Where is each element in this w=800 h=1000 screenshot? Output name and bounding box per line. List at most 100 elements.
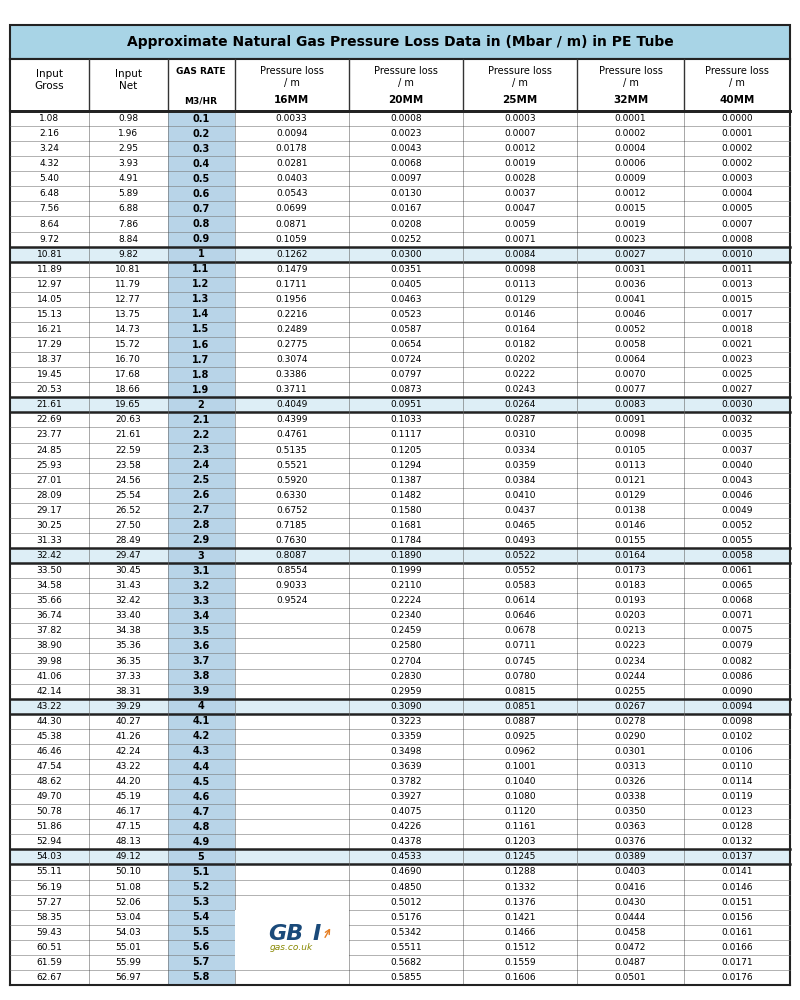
Text: 32.42: 32.42 [37,551,62,560]
Text: 56.97: 56.97 [115,973,141,982]
Bar [10,533,790,548]
Text: 0.0130: 0.0130 [390,189,422,198]
Bar [10,307,790,322]
Text: 1.2: 1.2 [193,279,210,289]
Text: / m: / m [512,78,528,88]
Text: 0.0032: 0.0032 [721,415,753,424]
Text: 0.0013: 0.0013 [721,280,753,289]
Text: 0.0137: 0.0137 [721,852,753,861]
Text: 1.9: 1.9 [193,385,210,395]
Text: 0.0458: 0.0458 [614,928,646,937]
Bar [167,789,234,804]
Text: 0.0313: 0.0313 [614,762,646,771]
Text: 16.21: 16.21 [37,325,62,334]
Bar [167,397,234,412]
Text: 0.0001: 0.0001 [721,129,753,138]
Text: 0.2830: 0.2830 [390,672,422,681]
Bar [10,171,790,186]
Bar [10,729,790,744]
Text: 0.3639: 0.3639 [390,762,422,771]
Text: 23.58: 23.58 [115,461,141,470]
Text: 0.1512: 0.1512 [505,943,536,952]
Bar [10,427,790,443]
Text: 0.0061: 0.0061 [721,566,753,575]
Bar [10,473,790,488]
Text: 4.91: 4.91 [118,174,138,183]
Text: Approximate Natural Gas Pressure Loss Data in (Mbar / m) in PE Tube: Approximate Natural Gas Pressure Loss Da… [126,35,674,49]
Text: 29.17: 29.17 [37,506,62,515]
Bar [10,186,790,201]
Text: 0.0176: 0.0176 [721,973,753,982]
Text: 0.2459: 0.2459 [390,626,422,635]
Bar [167,864,234,880]
Text: 0.0077: 0.0077 [614,385,646,394]
Text: 51.08: 51.08 [115,883,141,892]
Bar [167,292,234,307]
Text: 0.0463: 0.0463 [390,295,422,304]
Text: 5.7: 5.7 [193,957,210,967]
Text: 0.0023: 0.0023 [721,355,753,364]
Text: 7.56: 7.56 [39,204,59,213]
Text: 2: 2 [198,400,205,410]
Text: 0.6752: 0.6752 [276,506,307,515]
Text: 0.0173: 0.0173 [614,566,646,575]
Text: 0.0068: 0.0068 [721,596,753,605]
Text: 0.0138: 0.0138 [614,506,646,515]
Text: 0.0129: 0.0129 [505,295,536,304]
Bar [167,186,234,201]
Text: 0.0203: 0.0203 [614,611,646,620]
Text: 0.1482: 0.1482 [390,491,422,500]
Text: 0.0146: 0.0146 [505,310,536,319]
Text: 44.20: 44.20 [115,777,141,786]
FancyArrowPatch shape [325,930,330,937]
Bar [10,970,790,985]
Text: 35.66: 35.66 [37,596,62,605]
Text: 25.93: 25.93 [37,461,62,470]
Text: 0.4378: 0.4378 [390,837,422,846]
Bar [167,895,234,910]
Text: 3.6: 3.6 [193,641,210,651]
Text: 0.0090: 0.0090 [721,687,753,696]
Bar [10,59,790,111]
Text: 0.0017: 0.0017 [721,310,753,319]
Text: 3.3: 3.3 [193,596,210,606]
Text: 0.0084: 0.0084 [505,250,536,259]
Text: 0.0021: 0.0021 [721,340,753,349]
Bar [167,216,234,232]
Text: 0.0222: 0.0222 [505,370,536,379]
Bar [10,126,790,141]
Text: 0.2775: 0.2775 [276,340,307,349]
Text: 0.1421: 0.1421 [505,913,536,922]
Text: 38.90: 38.90 [37,641,62,650]
Text: 0.0166: 0.0166 [721,943,753,952]
Bar [167,518,234,533]
Text: 0.0037: 0.0037 [504,189,536,198]
Text: 0.4533: 0.4533 [390,852,422,861]
Text: 0.0587: 0.0587 [390,325,422,334]
Text: 0.3074: 0.3074 [276,355,307,364]
Text: 0.5511: 0.5511 [390,943,422,952]
Text: 35.36: 35.36 [115,641,141,650]
Text: 0.0522: 0.0522 [505,551,536,560]
Text: 0.0797: 0.0797 [390,370,422,379]
Text: 0.0678: 0.0678 [504,626,536,635]
Text: 0.0493: 0.0493 [505,536,536,545]
Text: 0.2580: 0.2580 [390,641,422,650]
Text: 0.0007: 0.0007 [721,220,753,229]
Text: 6.88: 6.88 [118,204,138,213]
Text: 0.0146: 0.0146 [721,883,753,892]
Text: 0.0156: 0.0156 [721,913,753,922]
Bar [167,171,234,186]
Text: 3.1: 3.1 [193,566,210,576]
Text: 0.0128: 0.0128 [721,822,753,831]
Text: 43.22: 43.22 [115,762,141,771]
Text: 0.0012: 0.0012 [614,189,646,198]
Bar [10,910,790,925]
Bar [10,623,790,638]
Text: gas.co.uk: gas.co.uk [270,943,314,952]
Bar [10,548,790,563]
Text: 31.33: 31.33 [37,536,62,545]
Bar [167,337,234,352]
Text: 0.0815: 0.0815 [504,687,536,696]
Text: 10.81: 10.81 [115,265,141,274]
